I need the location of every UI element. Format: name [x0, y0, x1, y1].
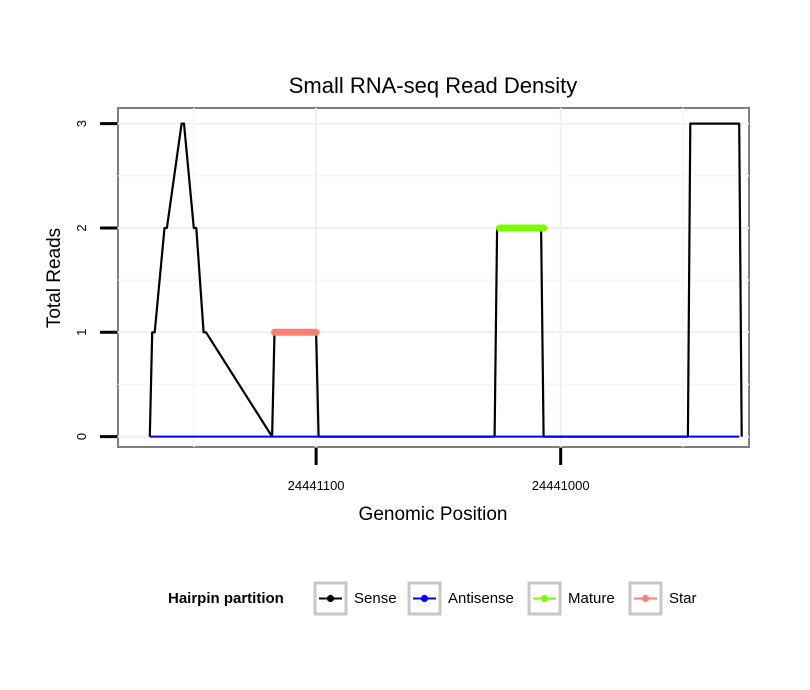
y-tick-label: 1 — [74, 329, 89, 336]
chart-title: Small RNA-seq Read Density — [289, 73, 578, 98]
series-layer — [148, 122, 743, 438]
x-tick-label: 24441000 — [532, 478, 590, 493]
legend-key-dot — [540, 594, 549, 603]
y-axis-title: Total Reads — [44, 228, 65, 328]
grid — [118, 108, 749, 447]
legend-entry-antisense: Antisense — [407, 581, 514, 616]
x-axis-title: Genomic Position — [359, 504, 508, 525]
legend-label: Antisense — [448, 590, 514, 607]
legend-entry-star: Star — [628, 581, 697, 616]
legend-title: Hairpin partition — [168, 590, 284, 607]
y-tick-label: 3 — [74, 120, 89, 127]
legend-key-dot — [326, 594, 335, 603]
x-axis: 24441100 24441000 — [288, 448, 590, 493]
legend-label: Mature — [568, 590, 615, 607]
legend-key-dot — [420, 594, 429, 603]
y-axis: 0 1 2 3 — [74, 120, 117, 440]
x-tick-label: 24441100 — [288, 478, 345, 493]
legend-key-dot — [641, 594, 650, 603]
plot-panel — [117, 107, 750, 448]
legend-label: Sense — [354, 590, 397, 607]
legend-entry-sense: Sense — [313, 581, 397, 616]
legend: Hairpin partition Sense Antisense Mature St… — [168, 581, 697, 616]
y-tick-label: 0 — [74, 433, 89, 440]
legend-label: Star — [669, 590, 697, 607]
y-tick-label: 2 — [74, 224, 89, 231]
legend-entry-mature: Mature — [527, 581, 615, 616]
